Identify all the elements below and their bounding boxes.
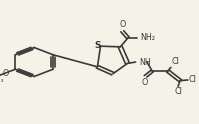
Text: O: O — [119, 20, 126, 29]
Text: NH₂: NH₂ — [140, 33, 155, 42]
Text: CH₃: CH₃ — [0, 77, 5, 83]
Text: S: S — [95, 41, 101, 50]
Text: NH: NH — [139, 58, 151, 67]
Text: Cl: Cl — [172, 57, 180, 66]
Text: O: O — [141, 78, 148, 87]
Text: O: O — [2, 69, 9, 78]
Text: Cl: Cl — [189, 76, 197, 84]
Text: Cl: Cl — [174, 87, 182, 96]
